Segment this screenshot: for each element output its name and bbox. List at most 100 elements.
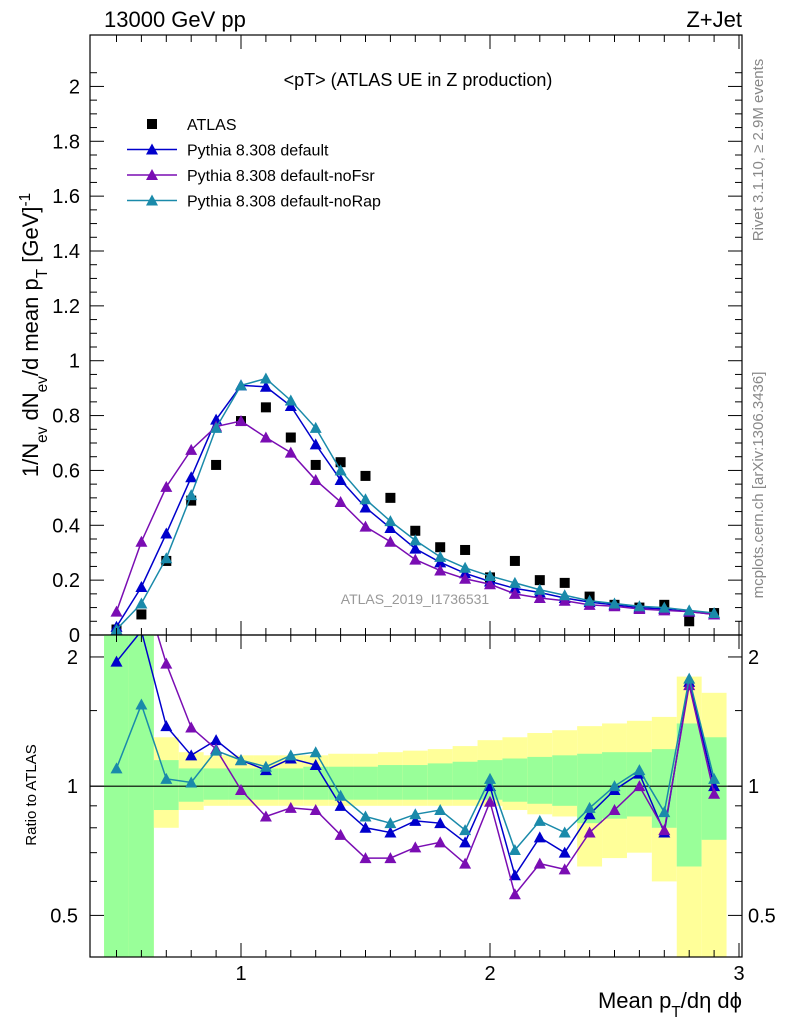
uncertainty-band-inner (527, 756, 553, 804)
ratio-point (459, 836, 472, 848)
ratio-point (160, 720, 173, 732)
header-left: 13000 GeV pp (104, 7, 246, 32)
ratio-point (683, 672, 696, 684)
data-point (235, 415, 247, 427)
ratio-point (508, 844, 521, 856)
data-point (484, 570, 496, 582)
data-point (434, 550, 447, 562)
ratio-point (409, 814, 422, 826)
uncertainty-band-inner (427, 763, 453, 800)
data-point (185, 443, 198, 455)
data-point (409, 553, 422, 565)
ratio-point (708, 787, 721, 799)
data-point (160, 480, 173, 492)
data-point (459, 561, 472, 573)
data-point (335, 457, 346, 468)
ratio-point (160, 657, 173, 669)
ratio-y-tick-label: 1 (67, 776, 78, 798)
ratio-point (185, 721, 198, 733)
mcplots-label: mcplots.cern.ch [arXiv:1306.3436] (750, 372, 767, 599)
ratio-point (459, 857, 472, 869)
data-point (185, 471, 198, 483)
ratio-point (633, 764, 646, 776)
data-point (508, 587, 521, 599)
ratio-y-tick-label-right: 2 (748, 647, 759, 669)
data-point (260, 402, 271, 413)
data-point (533, 583, 546, 595)
data-point (310, 459, 321, 470)
ratio-point (259, 810, 272, 822)
data-point (434, 564, 447, 576)
ratio-point (658, 806, 671, 818)
ratio-point (409, 841, 422, 853)
data-point (334, 495, 347, 507)
data-point (185, 489, 198, 501)
data-point (608, 597, 621, 609)
data-point (633, 600, 646, 612)
ratio-point (235, 754, 247, 766)
data-point (384, 535, 397, 547)
data-point (533, 591, 546, 603)
data-point (658, 601, 671, 613)
data-point (284, 446, 297, 458)
ratio-y-tick-label: 0.5 (50, 905, 78, 927)
ratio-point (384, 826, 397, 838)
ratio-point (135, 698, 148, 710)
uncertainty-band-inner (402, 765, 428, 800)
data-point (385, 492, 396, 503)
series-2 (110, 415, 721, 620)
data-point (284, 394, 297, 406)
ratio-point (160, 772, 173, 784)
ratio-point (658, 824, 671, 836)
ratio-point (309, 746, 322, 758)
ratio-point (409, 808, 422, 820)
y-tick-label: 2 (69, 76, 80, 98)
x-tick-label: 2 (484, 963, 495, 985)
y-tick-label: 0 (69, 625, 80, 647)
ratio-point (558, 826, 571, 838)
data-point (259, 380, 272, 392)
uncertainty-band-inner (552, 755, 578, 806)
data-point (309, 438, 322, 450)
data-point (683, 604, 696, 616)
data-point (409, 534, 422, 546)
legend: ATLAS Pythia 8.308 default Pythia 8.308 de… (127, 117, 381, 211)
uncertainty-band-inner (278, 768, 304, 800)
y-tick-label: 0.8 (52, 406, 80, 428)
ratio-point (384, 852, 397, 864)
ratio-panel-frame (89, 634, 743, 958)
legend-label: ATLAS (187, 117, 237, 134)
legend-marker (146, 169, 158, 180)
ratio-point (235, 783, 247, 795)
ratio-point (459, 824, 472, 836)
data-point (259, 372, 272, 384)
series-line (115, 420, 715, 616)
legend-marker (146, 143, 158, 155)
ratio-point (484, 772, 496, 784)
ratio-point (608, 804, 621, 816)
ratio-point (334, 789, 347, 801)
ratio-point (683, 679, 696, 691)
x-axis-label: Mean pT/dη dϕ (598, 988, 742, 1021)
data-point (309, 474, 322, 486)
y-tick-label: 1.2 (52, 296, 80, 318)
uncertainty-band-inner (104, 635, 129, 957)
data-point (359, 520, 372, 532)
ratio-point (583, 826, 596, 838)
data-point (210, 421, 223, 433)
data-point (484, 578, 496, 590)
uncertainty-band-inner (128, 635, 154, 957)
ratio-y-tick-label-right: 0.5 (748, 905, 776, 927)
y-tick-label: 1.8 (52, 131, 80, 153)
data-point (186, 495, 197, 506)
uncertainty-band-inner (153, 760, 179, 811)
data-point (259, 431, 272, 443)
header-right: Z+Jet (686, 7, 742, 32)
ratio-point (708, 772, 721, 784)
data-point (684, 616, 695, 627)
uncertainty-band-inner (203, 768, 229, 800)
uncertainty-band-inner (502, 758, 528, 802)
y-tick-label: 0.4 (52, 515, 80, 537)
data-point (160, 527, 173, 539)
data-point (409, 542, 422, 554)
